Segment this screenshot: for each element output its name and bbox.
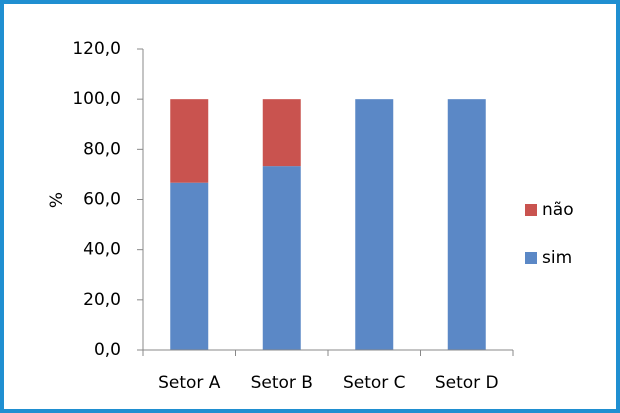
y-tick-label: 40,0 — [83, 240, 121, 260]
y-tick-label: 20,0 — [83, 290, 121, 310]
legend-swatch — [525, 204, 537, 216]
legend-label: não — [542, 200, 574, 220]
y-tick-label: 120,0 — [72, 39, 121, 59]
x-tick-label: Setor A — [158, 373, 221, 393]
bar-segment — [262, 166, 301, 350]
y-tick-label: 80,0 — [83, 139, 121, 159]
bar-segment — [170, 182, 209, 350]
bar-segment — [447, 99, 486, 351]
bar-segment — [170, 99, 209, 183]
bar-segment — [262, 99, 301, 167]
x-tick-label: Setor C — [343, 373, 406, 393]
x-tick-label: Setor D — [435, 373, 499, 393]
bar-segment — [355, 99, 394, 351]
y-axis-label: % — [47, 192, 67, 208]
y-tick-label: 60,0 — [83, 190, 121, 210]
y-tick-label: 100,0 — [72, 89, 121, 109]
x-tick-label: Setor B — [251, 373, 313, 393]
legend-swatch — [525, 252, 537, 264]
legend-label: sim — [542, 248, 572, 268]
y-tick-label: 0,0 — [94, 340, 121, 360]
